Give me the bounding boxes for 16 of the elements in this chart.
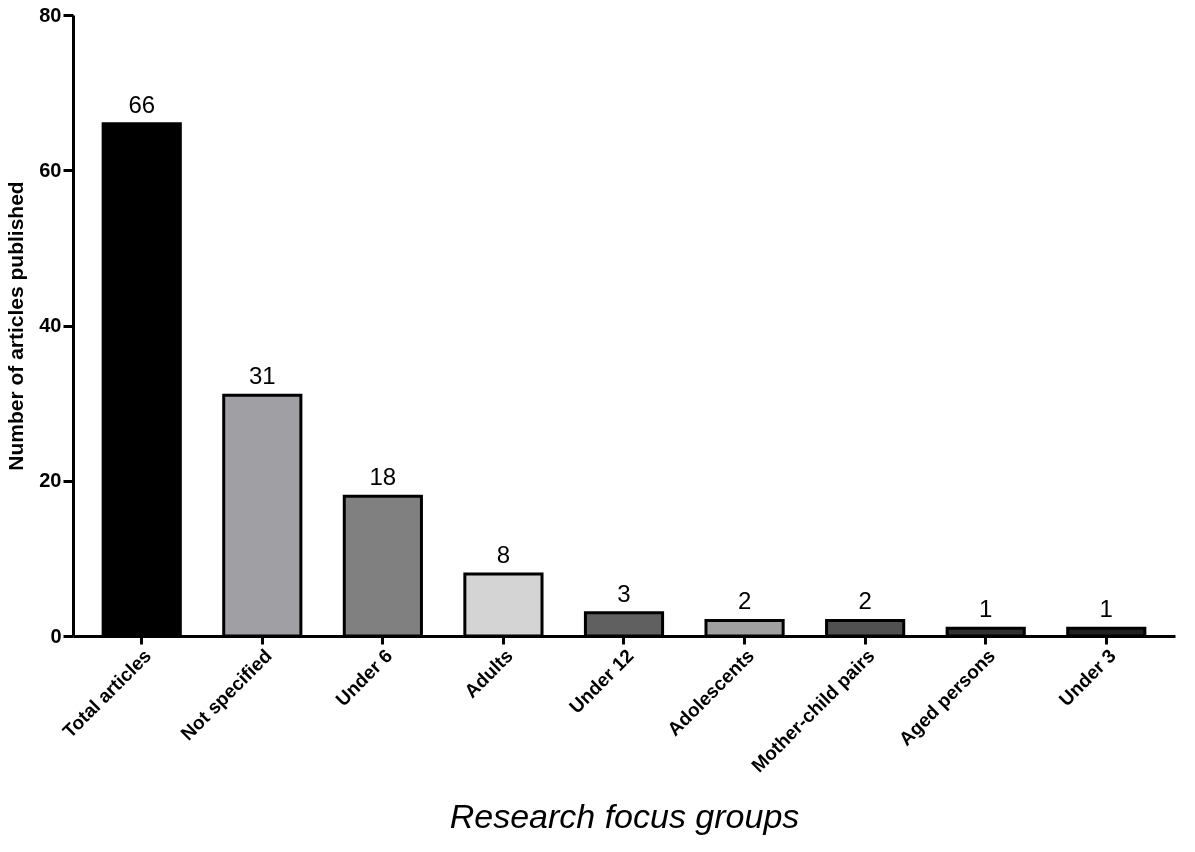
data-label: 2 xyxy=(737,587,752,615)
x-axis-title: Research focus groups xyxy=(449,797,800,836)
data-label: 8 xyxy=(496,540,511,568)
y-tick-label: 60 xyxy=(39,158,62,181)
y-tick-label: 40 xyxy=(39,314,62,336)
data-label: 1 xyxy=(1099,595,1113,623)
data-label: 2 xyxy=(858,587,872,615)
data-label: 66 xyxy=(128,90,156,118)
data-label: 18 xyxy=(369,463,397,491)
data-label: 1 xyxy=(979,595,993,623)
y-tick-label: 0 xyxy=(50,624,62,647)
y-tick-label: 80 xyxy=(39,3,62,26)
y-axis-title: Number of articles published xyxy=(4,181,28,471)
data-label: 3 xyxy=(617,579,631,607)
data-label: 31 xyxy=(248,362,276,390)
y-tick-label: 20 xyxy=(39,469,62,492)
